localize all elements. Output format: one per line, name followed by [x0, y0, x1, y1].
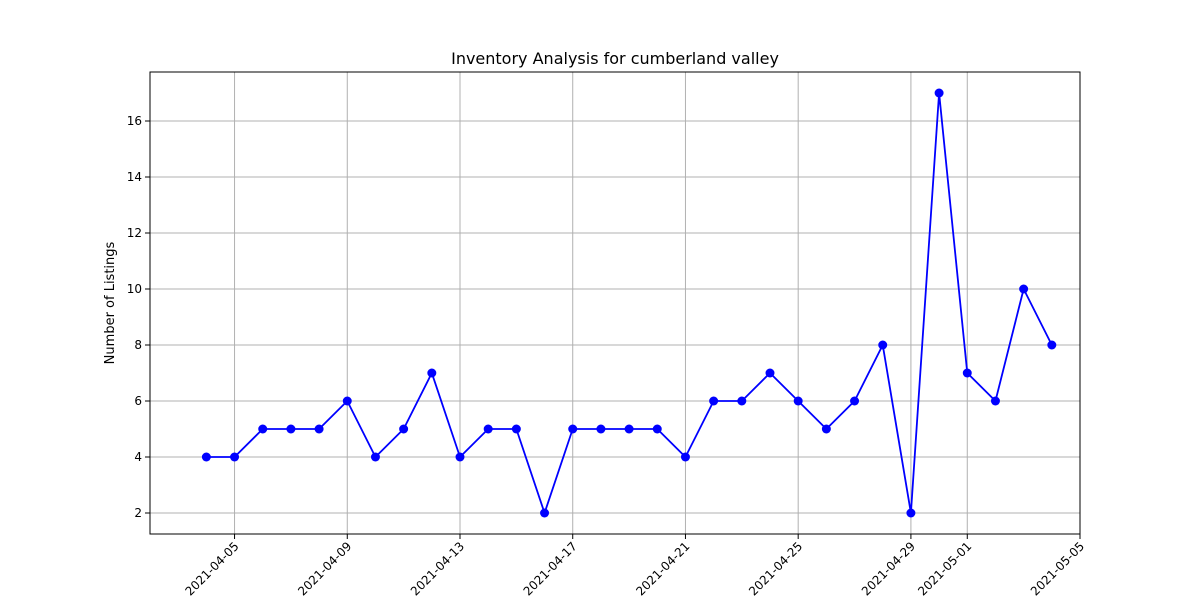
series-line: [206, 92, 1053, 514]
data-point: [962, 368, 972, 378]
data-point: [821, 424, 831, 434]
data-point: [540, 508, 550, 518]
data-point: [201, 452, 211, 462]
data-point: [568, 424, 578, 434]
data-point: [624, 424, 634, 434]
data-point: [709, 396, 719, 406]
data-point: [399, 424, 409, 434]
data-point: [934, 88, 944, 98]
data-point: [793, 396, 803, 406]
data-point: [455, 452, 465, 462]
x-tick-label: 2021-04-09: [295, 539, 354, 598]
plot-area-frame: [149, 71, 1081, 535]
data-point: [878, 340, 888, 350]
y-tick-label: 8: [134, 338, 142, 352]
x-tick-label: 2021-04-13: [408, 539, 467, 598]
y-axis-label: Number of Listings: [103, 241, 118, 364]
data-point: [314, 424, 324, 434]
data-point: [1047, 340, 1057, 350]
x-tick-label: 2021-04-29: [859, 539, 918, 598]
data-point: [427, 368, 437, 378]
x-tick-label: 2021-04-25: [746, 539, 805, 598]
data-point: [765, 368, 775, 378]
data-point: [258, 424, 268, 434]
x-tick-label: 2021-05-05: [1028, 539, 1087, 598]
y-tick-label: 16: [127, 114, 142, 128]
data-point: [680, 452, 690, 462]
axis-ticks: 2021-04-05 2021-04-09 2021-04-13 2021-04-17…: [127, 114, 1087, 598]
y-tick-label: 10: [127, 282, 142, 296]
data-point: [850, 396, 860, 406]
data-point: [286, 424, 296, 434]
data-point: [990, 396, 1000, 406]
data-point: [906, 508, 916, 518]
y-tick-label: 6: [134, 394, 142, 408]
data-point: [596, 424, 606, 434]
data-point: [342, 396, 352, 406]
data-point: [1019, 284, 1029, 294]
data-point: [652, 424, 662, 434]
grid-lines: [150, 72, 1081, 534]
chart-title: Inventory Analysis for cumberland valley: [451, 49, 779, 68]
x-tick-label: 2021-04-05: [182, 539, 241, 598]
y-tick-label: 14: [127, 170, 142, 184]
data-point: [483, 424, 493, 434]
x-tick-label: 2021-04-17: [521, 539, 580, 598]
x-tick-label: 2021-04-21: [633, 539, 692, 598]
x-tick-label: 2021-05-01: [915, 539, 974, 598]
y-tick-label: 4: [134, 450, 142, 464]
data-point: [511, 424, 521, 434]
data-point: [230, 452, 240, 462]
data-point: [737, 396, 747, 406]
series-layer: [201, 88, 1057, 518]
y-tick-label: 12: [127, 226, 142, 240]
data-point: [370, 452, 380, 462]
y-tick-label: 2: [134, 506, 142, 520]
